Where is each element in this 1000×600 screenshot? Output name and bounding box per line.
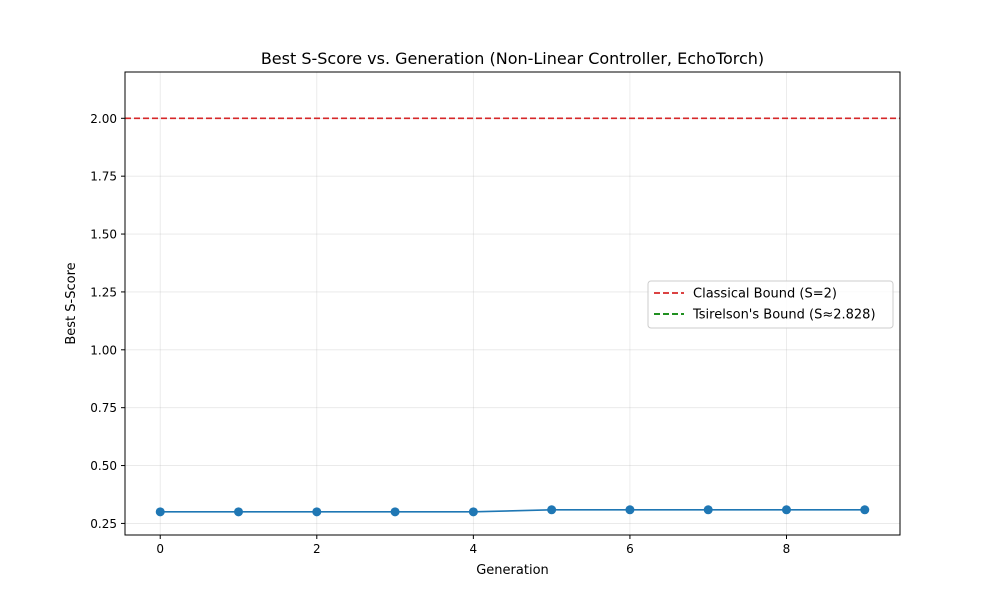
y-tick-label: 1.75 <box>90 170 117 184</box>
y-tick-label: 0.25 <box>90 517 117 531</box>
y-tick-label: 2.00 <box>90 112 117 126</box>
ticks: 0 2 4 6 8 0.25 0.50 0.75 1.00 1.25 1.50 1.75 2.00 <box>90 112 790 556</box>
x-axis-label: Generation <box>476 563 549 578</box>
y-tick-label: 0.50 <box>90 459 117 473</box>
x-tick-label: 0 <box>156 542 164 556</box>
data-point <box>781 505 791 515</box>
data-point <box>860 505 870 515</box>
y-axis-label: Best S-Score <box>64 262 79 344</box>
data-point <box>703 505 713 515</box>
legend-label-classical-bound: Classical Bound (S=2) <box>693 287 837 302</box>
data-point <box>547 505 557 515</box>
x-tick-label: 4 <box>470 542 478 556</box>
data-point <box>312 507 322 517</box>
y-tick-label: 0.75 <box>90 401 117 415</box>
y-tick-label: 1.00 <box>90 343 117 357</box>
data-point <box>234 507 244 517</box>
data-point <box>390 507 400 517</box>
reference-lines <box>125 117 900 120</box>
series-line <box>160 508 865 513</box>
x-tick-label: 8 <box>783 542 791 556</box>
y-tick-label: 1.25 <box>90 285 117 299</box>
y-tick-label: 1.50 <box>90 228 117 242</box>
x-tick-label: 2 <box>313 542 321 556</box>
x-tick-label: 6 <box>626 542 634 556</box>
plot-frame <box>124 71 901 536</box>
legend: Classical Bound (S=2) Tsirelson's Bound … <box>647 280 894 329</box>
data-point <box>625 505 635 515</box>
data-point <box>468 507 478 517</box>
data-point <box>155 507 165 517</box>
legend-frame <box>647 280 894 329</box>
legend-label-tsirelson-bound: Tsirelson's Bound (S≈2.828) <box>692 308 876 323</box>
series-layer <box>155 505 870 517</box>
chart-title: Best S-Score vs. Generation (Non-Linear … <box>261 49 764 68</box>
